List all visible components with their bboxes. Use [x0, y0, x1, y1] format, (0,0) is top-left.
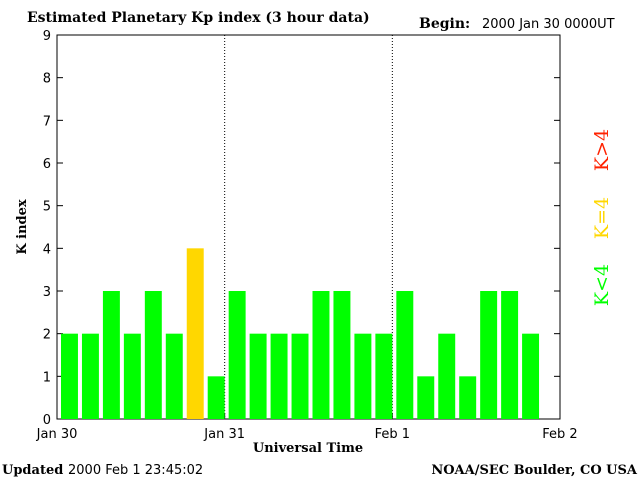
- kp-bar: [417, 376, 435, 419]
- kp-bar: [396, 291, 414, 419]
- kp-bar: [207, 376, 225, 419]
- begin-label: Begin:: [419, 16, 470, 32]
- legend-high: K>4: [591, 129, 613, 171]
- legend-low: K<4: [591, 264, 613, 306]
- x-tick-label: Jan 30: [36, 427, 78, 442]
- kp-bar: [144, 291, 162, 419]
- kp-bar: [228, 291, 246, 419]
- kp-bar: [438, 333, 456, 419]
- kp-bar: [102, 291, 120, 419]
- kp-bar: [459, 376, 477, 419]
- chart-title: Estimated Planetary Kp index (3 hour dat…: [27, 10, 370, 26]
- y-tick-label: 3: [43, 285, 51, 300]
- source-label: NOAA/SEC Boulder, CO USA: [431, 463, 638, 478]
- kp-bar: [291, 333, 309, 419]
- kp-bar: [165, 333, 183, 419]
- x-tick-label: Feb 1: [375, 427, 410, 442]
- kp-bar: [522, 333, 540, 419]
- kp-bar: [480, 291, 498, 419]
- y-axis-label: K index: [15, 199, 30, 255]
- kp-bar: [61, 333, 78, 419]
- kp-bar: [81, 333, 99, 419]
- x-axis-label: Universal Time: [253, 441, 363, 456]
- kp-bar: [249, 333, 267, 419]
- y-tick-label: 7: [43, 114, 51, 129]
- y-tick-label: 0: [43, 413, 51, 428]
- x-tick-label: Feb 2: [542, 427, 577, 442]
- kp-bar: [123, 333, 141, 419]
- kp-bar: [312, 291, 330, 419]
- y-tick-label: 9: [43, 29, 51, 44]
- kp-bar: [270, 333, 288, 419]
- y-axis: 0 1 2 3 4 5 6 7 8 9: [43, 29, 560, 428]
- y-tick-label: 4: [43, 242, 51, 257]
- kp-bar: [333, 291, 351, 419]
- kp-bar: [375, 333, 393, 419]
- kp-bar: [501, 291, 519, 419]
- y-tick-label: 1: [43, 370, 51, 385]
- x-tick-label: Jan 31: [203, 427, 245, 442]
- y-tick-label: 2: [43, 328, 51, 343]
- begin-value: 2000 Jan 30 0000UT: [482, 17, 615, 32]
- kp-bar: [186, 248, 204, 419]
- y-tick-label: 8: [43, 72, 51, 87]
- updated-label: Updated: [2, 463, 63, 478]
- bars: [61, 248, 540, 419]
- legend-mid: K=4: [591, 197, 613, 239]
- y-tick-label: 5: [43, 200, 51, 215]
- y-tick-label: 6: [43, 157, 51, 172]
- kp-bar: [354, 333, 372, 419]
- day-separators: [224, 35, 393, 419]
- updated-value: 2000 Feb 1 23:45:02: [68, 463, 203, 478]
- x-axis: Jan 30 Jan 31 Feb 1 Feb 2: [36, 413, 578, 442]
